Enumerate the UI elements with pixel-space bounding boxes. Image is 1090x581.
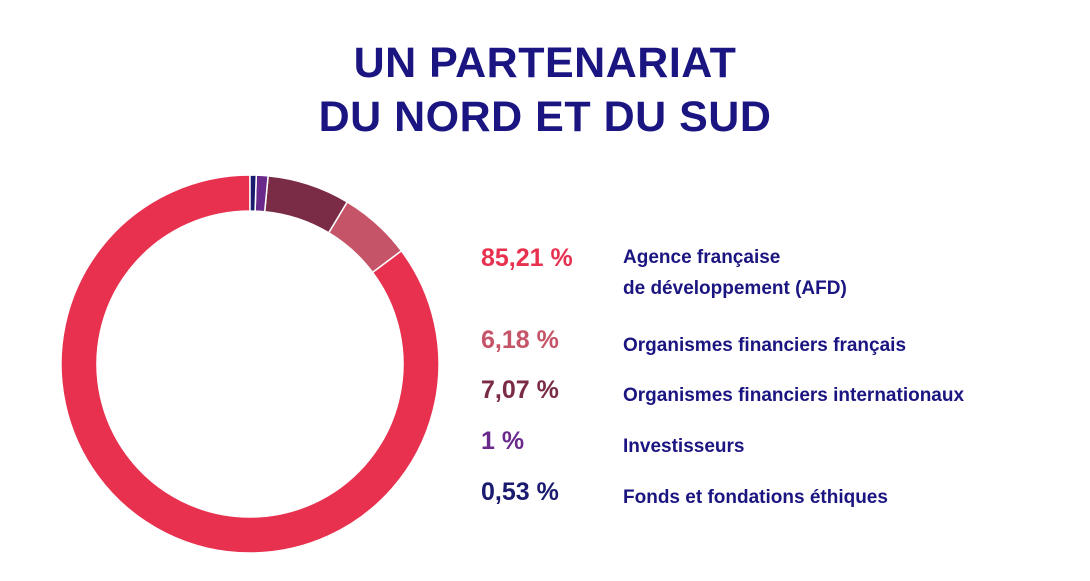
legend-label-investisseurs: Investisseurs bbox=[623, 436, 745, 457]
legend-item-organismes-francais: 6,18 % Organismes financiers français bbox=[0, 325, 1090, 356]
legend-value-afd: 85,21 % bbox=[481, 244, 573, 272]
chart-title-line-1: UN PARTENARIAT bbox=[353, 39, 737, 87]
legend-value-organismes-internationaux: 7,07 % bbox=[481, 376, 559, 404]
legend-item-investisseurs: 1 % Investisseurs bbox=[0, 426, 1090, 457]
legend-label-fonds-ethiques: Fonds et fondations éthiques bbox=[623, 487, 888, 508]
legend-item-organismes-internationaux: 7,07 % Organismes financiers internation… bbox=[0, 375, 1090, 406]
legend-item-afd: 85,21 % Agence française de développemen… bbox=[0, 243, 1090, 299]
chart-title-line-2: DU NORD ET DU SUD bbox=[318, 93, 772, 141]
legend-label-afd-line-1: Agence française bbox=[623, 247, 781, 268]
legend-label-organismes-francais: Organismes financiers français bbox=[623, 335, 907, 356]
legend-item-fonds-ethiques: 0,53 % Fonds et fondations éthiques bbox=[0, 477, 1090, 508]
legend-value-organismes-francais: 6,18 % bbox=[481, 326, 559, 354]
legend-label-organismes-internationaux: Organismes financiers internationaux bbox=[623, 385, 965, 406]
legend-label-afd-line-2: de développement (AFD) bbox=[623, 278, 847, 299]
donut-slice-afd bbox=[60, 174, 440, 554]
legend-value-fonds-ethiques: 0,53 % bbox=[481, 478, 559, 506]
legend-value-investisseurs: 1 % bbox=[481, 427, 525, 455]
chart-title: UN PARTENARIAT DU NORD ET DU SUD bbox=[0, 36, 1090, 144]
donut-slice-fonds-ethiques bbox=[249, 174, 258, 212]
